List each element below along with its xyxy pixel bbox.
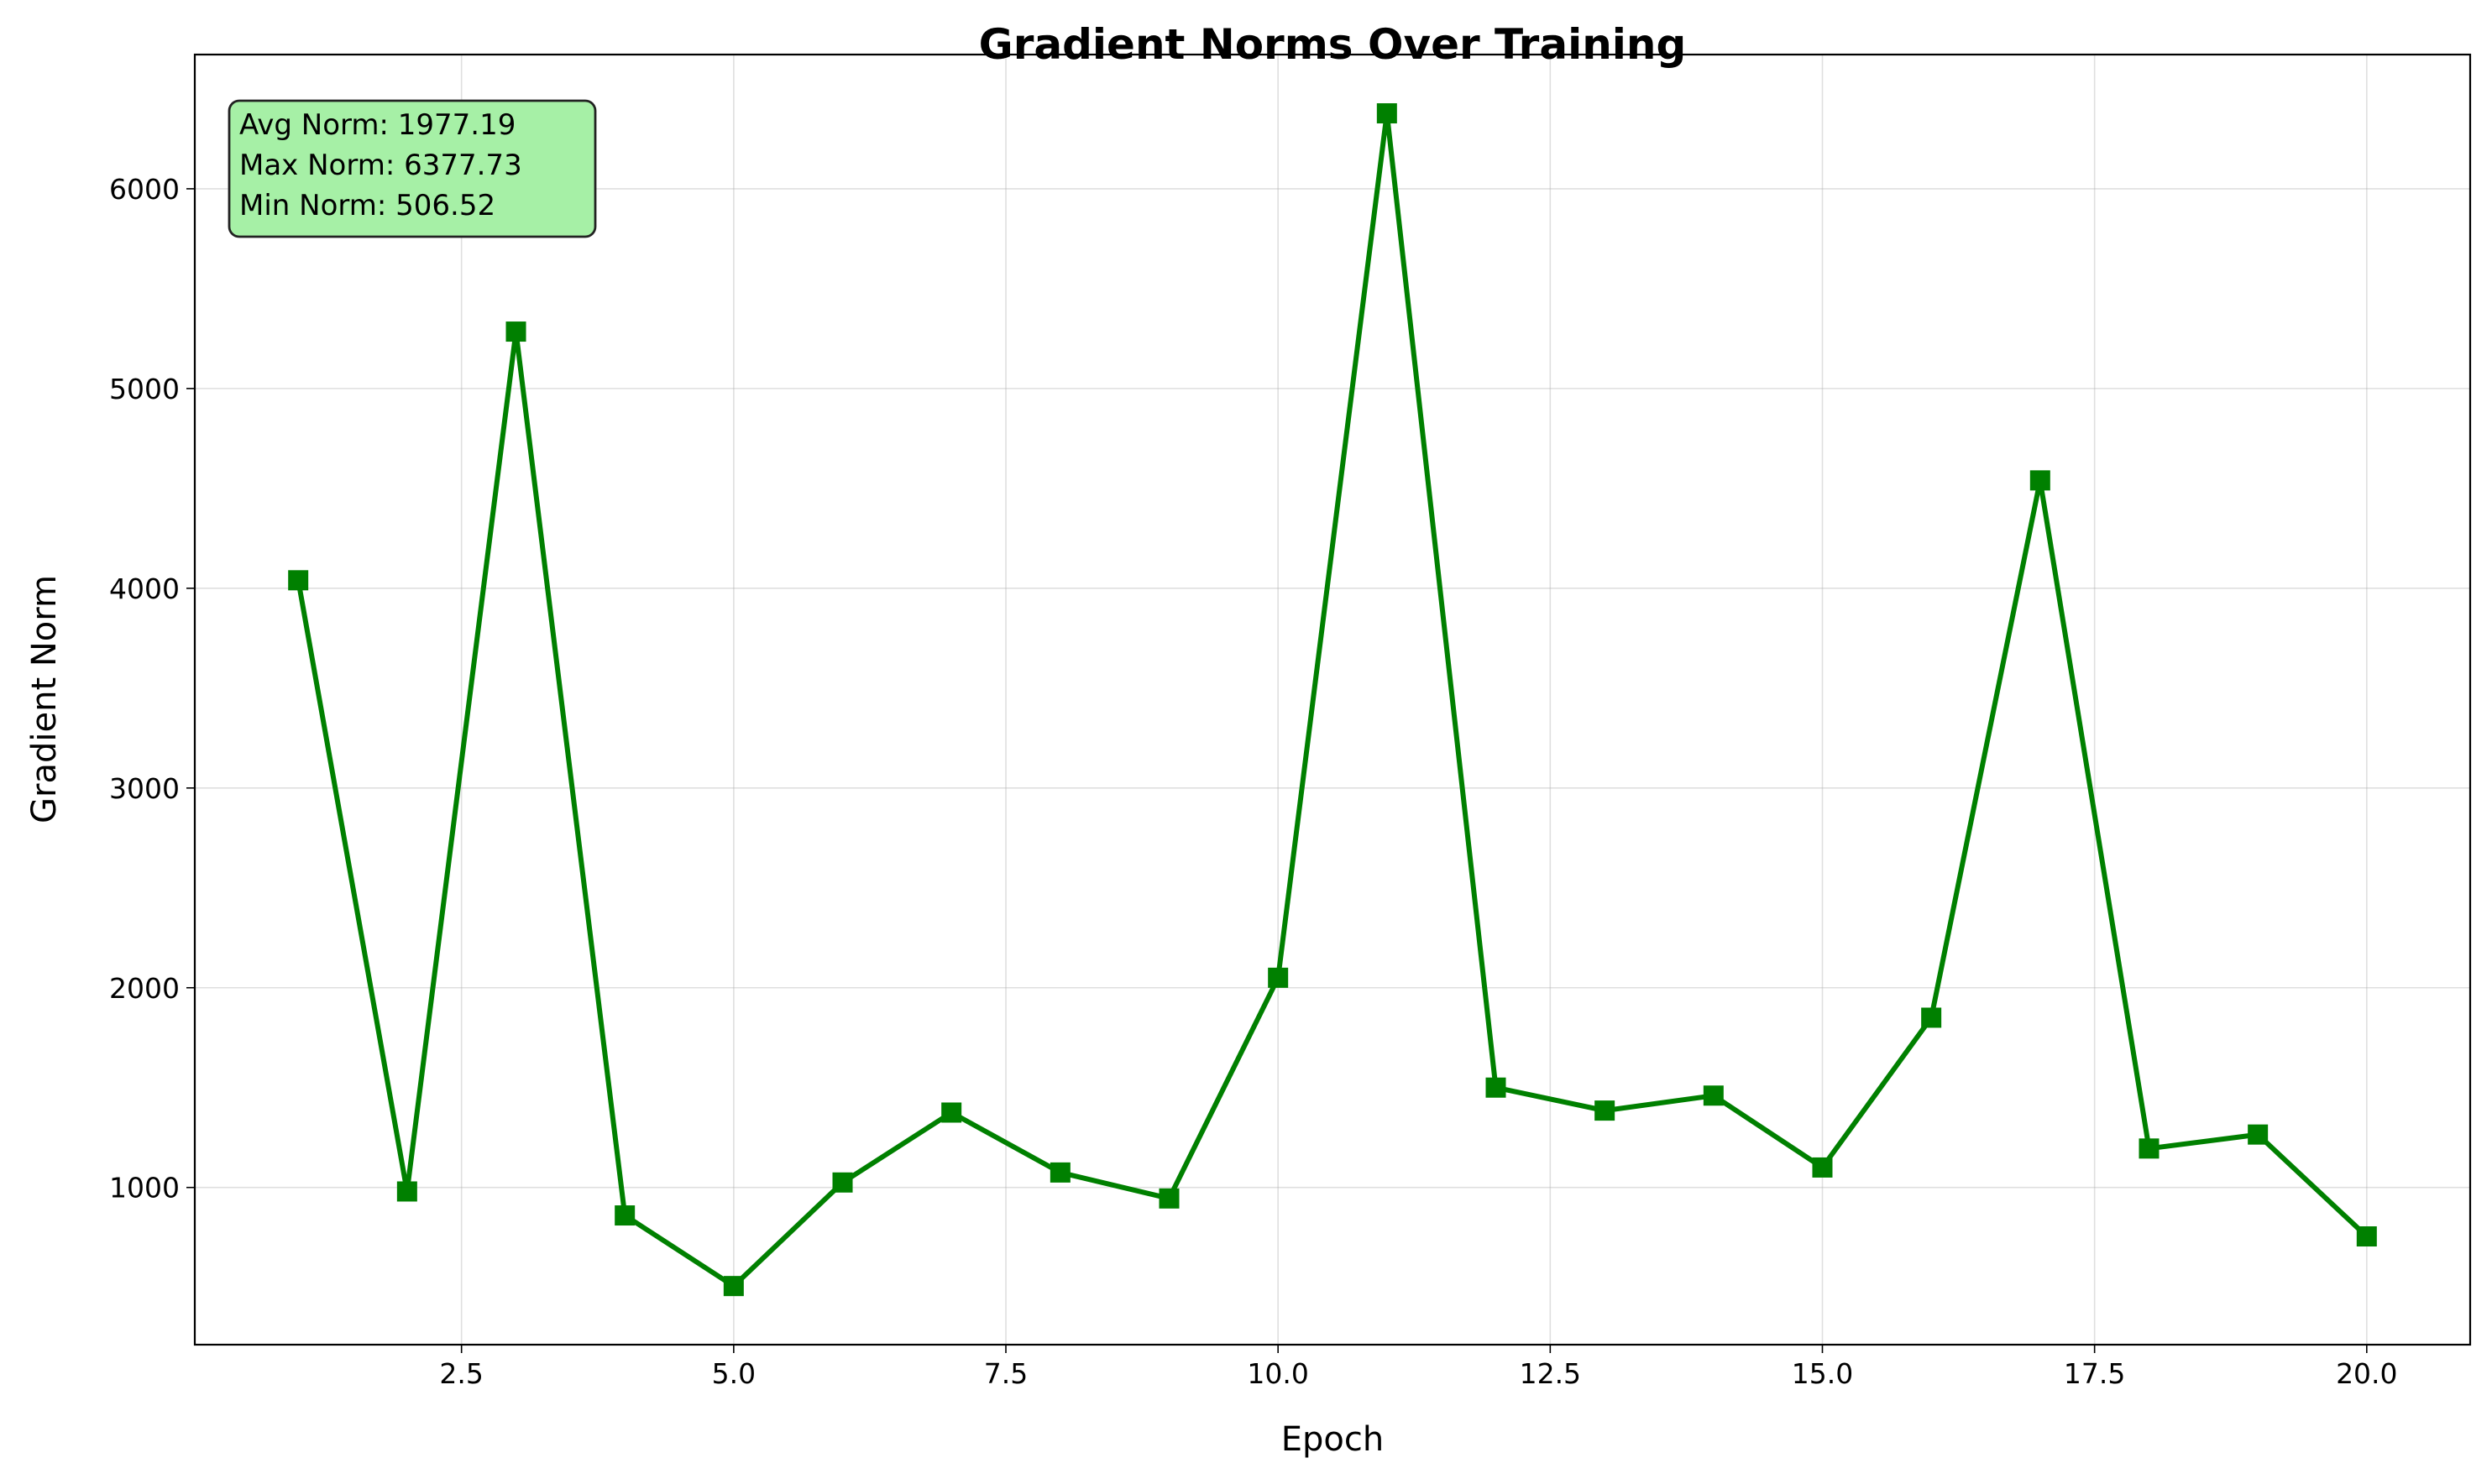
data-point-marker bbox=[2029, 470, 2050, 491]
x-tick-label: 12.5 bbox=[1520, 1357, 1581, 1390]
data-point-marker bbox=[615, 1205, 636, 1226]
x-tick-label: 20.0 bbox=[2336, 1357, 2397, 1390]
data-point-marker bbox=[1921, 1007, 1942, 1028]
data-point-marker bbox=[1594, 1100, 1615, 1121]
stats-max-norm: Max Norm: 6377.73 bbox=[239, 149, 522, 182]
data-point-marker bbox=[1050, 1162, 1071, 1183]
data-point-markers bbox=[288, 103, 2377, 1297]
plot-area-frame bbox=[193, 53, 2472, 1346]
stats-box-background bbox=[228, 99, 597, 238]
y-tick-label: 4000 bbox=[109, 572, 180, 605]
data-point-marker bbox=[396, 1181, 417, 1202]
x-tick-label: 15.0 bbox=[1792, 1357, 1853, 1390]
y-tick-label: 1000 bbox=[109, 1172, 180, 1204]
stats-avg-norm: Avg Norm: 1977.19 bbox=[239, 108, 516, 142]
x-axis-label: Epoch bbox=[1281, 1420, 1384, 1459]
data-point-marker bbox=[1812, 1157, 1833, 1178]
data-point-marker bbox=[832, 1172, 853, 1193]
gradient-norm-line bbox=[296, 111, 2369, 1289]
y-tick-label: 3000 bbox=[109, 772, 180, 805]
data-point-marker bbox=[288, 570, 309, 591]
chart-title: Gradient Norms Over Training bbox=[979, 20, 1687, 69]
y-tick-label: 5000 bbox=[109, 373, 180, 405]
x-tick-label: 5.0 bbox=[712, 1357, 756, 1390]
stats-annotation-box: Avg Norm: 1977.19 Max Norm: 6377.73 Min … bbox=[228, 99, 597, 238]
data-point-marker bbox=[1376, 103, 1397, 124]
data-point-marker bbox=[2248, 1124, 2269, 1145]
x-axis-ticks: 2.5 5.0 7.5 10.0 12.5 15.0 17.5 20.0 bbox=[439, 1345, 2398, 1390]
data-point-marker bbox=[1159, 1188, 1180, 1209]
y-axis-label: Gradient Norm bbox=[25, 575, 64, 823]
y-tick-label: 6000 bbox=[109, 173, 180, 206]
data-point-marker bbox=[1485, 1077, 1506, 1098]
data-point-marker bbox=[2356, 1226, 2377, 1247]
x-tick-label: 2.5 bbox=[439, 1357, 483, 1390]
y-axis-ticks: 1000 2000 3000 4000 5000 6000 bbox=[109, 173, 195, 1204]
data-point-marker bbox=[723, 1276, 744, 1297]
data-point-marker bbox=[505, 321, 526, 342]
x-tick-label: 17.5 bbox=[2064, 1357, 2125, 1390]
stats-min-norm: Min Norm: 506.52 bbox=[239, 189, 495, 222]
x-tick-label: 7.5 bbox=[984, 1357, 1028, 1390]
y-tick-label: 2000 bbox=[109, 972, 180, 1005]
x-tick-label: 10.0 bbox=[1247, 1357, 1308, 1390]
data-point-marker bbox=[1703, 1085, 1724, 1106]
data-point-marker bbox=[2139, 1138, 2160, 1159]
data-point-marker bbox=[1268, 967, 1289, 988]
data-point-marker bbox=[941, 1102, 962, 1123]
